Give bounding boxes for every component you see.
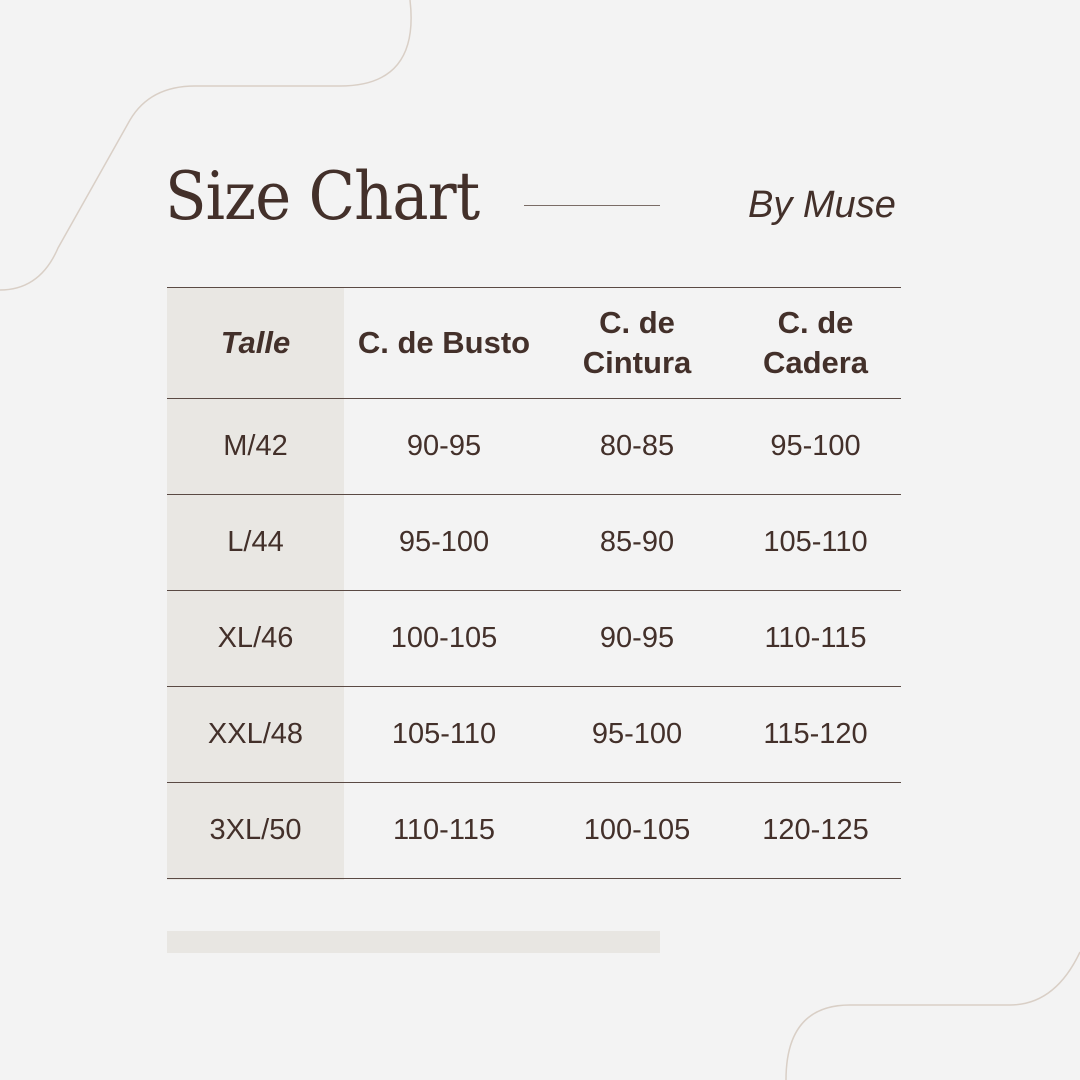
cell-cadera: 105-110: [730, 494, 901, 591]
cell-talle: 3XL/50: [167, 782, 344, 879]
cell-busto: 110-115: [344, 782, 544, 879]
cell-cintura: 100-105: [544, 782, 730, 879]
cell-busto: 95-100: [344, 494, 544, 591]
table-row: XXL/48 105-110 95-100 115-120: [167, 686, 901, 783]
header-talle: Talle: [167, 287, 344, 399]
cell-cintura: 95-100: [544, 686, 730, 783]
table-row: XL/46 100-105 90-95 110-115: [167, 590, 901, 687]
cell-busto: 100-105: [344, 590, 544, 687]
header-cintura-text: C. de Cintura: [582, 305, 692, 380]
cell-cintura: 80-85: [544, 398, 730, 495]
cell-talle: XL/46: [167, 590, 344, 687]
cell-cintura: 85-90: [544, 494, 730, 591]
bottom-right-curve: [785, 951, 1080, 1080]
page-title: Size Chart: [165, 158, 480, 235]
size-table: Talle C. de Busto C. de Cintura C. de Cade…: [167, 287, 901, 879]
cell-cintura: 90-95: [544, 590, 730, 687]
title-divider: [524, 205, 660, 206]
header-row: Talle C. de Busto C. de Cintura C. de Cade…: [167, 287, 901, 399]
cell-cadera: 115-120: [730, 686, 901, 783]
top-left-curve: [0, 0, 412, 291]
cell-talle: L/44: [167, 494, 344, 591]
cell-cadera: 120-125: [730, 782, 901, 879]
cell-busto: 90-95: [344, 398, 544, 495]
table-row: L/44 95-100 85-90 105-110: [167, 494, 901, 591]
header-cadera-text: C. de Cadera: [762, 305, 869, 380]
cell-busto: 105-110: [344, 686, 544, 783]
header-busto: C. de Busto: [344, 287, 544, 399]
cell-cadera: 110-115: [730, 590, 901, 687]
header-cadera: C. de Cadera: [730, 287, 901, 399]
table-row: 3XL/50 110-115 100-105 120-125: [167, 782, 901, 879]
table-row: M/42 90-95 80-85 95-100: [167, 398, 901, 495]
cell-talle: XXL/48: [167, 686, 344, 783]
byline: By Muse: [748, 184, 896, 226]
cell-cadera: 95-100: [730, 398, 901, 495]
footer-bar: [167, 931, 660, 953]
header-cintura: C. de Cintura: [544, 287, 730, 399]
cell-talle: M/42: [167, 398, 344, 495]
